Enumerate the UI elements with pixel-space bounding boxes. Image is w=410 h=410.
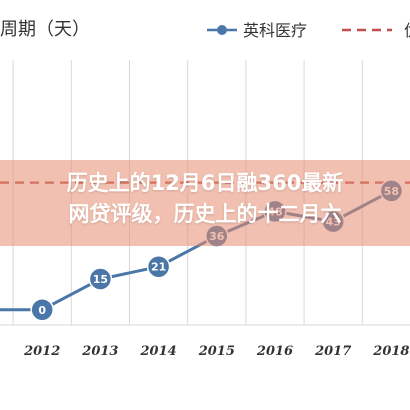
promo-banner-text: 历史上的12月6日融360最新 网贷评级，历史上的十二月六 <box>0 168 410 230</box>
data-point <box>146 254 171 279</box>
legend-label: 英科医疗 <box>243 21 307 40</box>
legend-label: 优秀 <box>404 21 410 40</box>
legend-marker <box>217 25 227 35</box>
banner-line-2: 网贷评级，历史上的十二月六 <box>68 202 342 226</box>
x-tick-label: 2014 <box>140 344 177 359</box>
x-tick-label: 2016 <box>256 344 293 359</box>
x-tick-label: 2015 <box>198 344 235 359</box>
legend: 英科医疗 优秀 <box>207 21 410 40</box>
data-point <box>88 267 113 291</box>
data-label: 21 <box>151 261 166 274</box>
x-tick-label: 2018 <box>372 344 409 359</box>
data-label: 15 <box>93 273 108 286</box>
x-tick-label: 2017 <box>314 344 351 359</box>
x-tick-labels: 201120122013201420152016201720182019 <box>0 344 409 359</box>
x-tick-label: 2012 <box>23 344 60 359</box>
data-point <box>30 298 54 322</box>
y-axis-label: 周期（天） <box>0 19 90 40</box>
promo-banner <box>0 160 410 246</box>
banner-line-1: 历史上的12月6日融360最新 <box>66 171 344 195</box>
x-tick-label: 2013 <box>81 344 118 359</box>
data-label: 0 <box>38 304 46 317</box>
x-tick-label: 2011 <box>0 344 2 359</box>
